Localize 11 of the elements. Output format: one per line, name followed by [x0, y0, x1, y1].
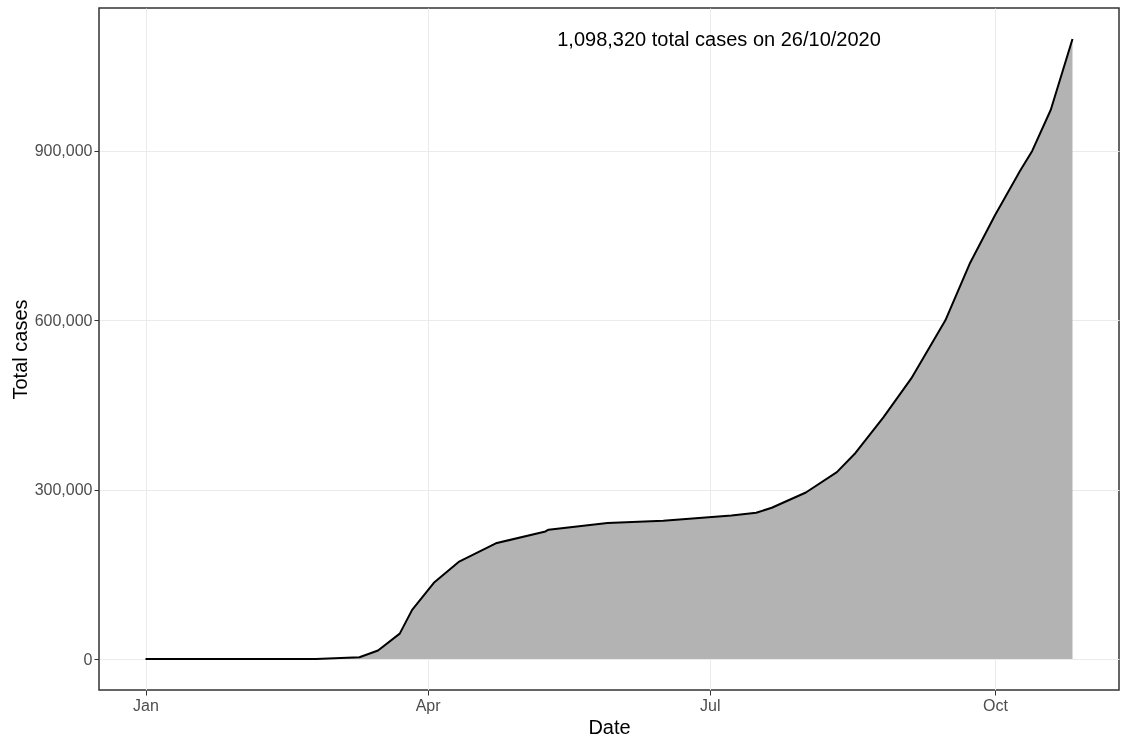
x-tick-label: Jan: [133, 696, 159, 714]
y-tick-label: 600,000: [34, 311, 93, 329]
x-tick-label: Jul: [700, 696, 721, 714]
y-tick-label: 300,000: [34, 481, 93, 499]
x-axis-title: Date: [588, 715, 631, 738]
y-tick-label: 900,000: [34, 142, 93, 160]
x-tick-label: Apr: [415, 696, 442, 714]
x-tick-label: Oct: [983, 696, 1009, 714]
y-axis-title: Total cases: [8, 299, 31, 400]
y-tick-label: 0: [83, 650, 93, 668]
annotation: 1,098,320 total cases on 26/10/2020: [557, 28, 881, 50]
